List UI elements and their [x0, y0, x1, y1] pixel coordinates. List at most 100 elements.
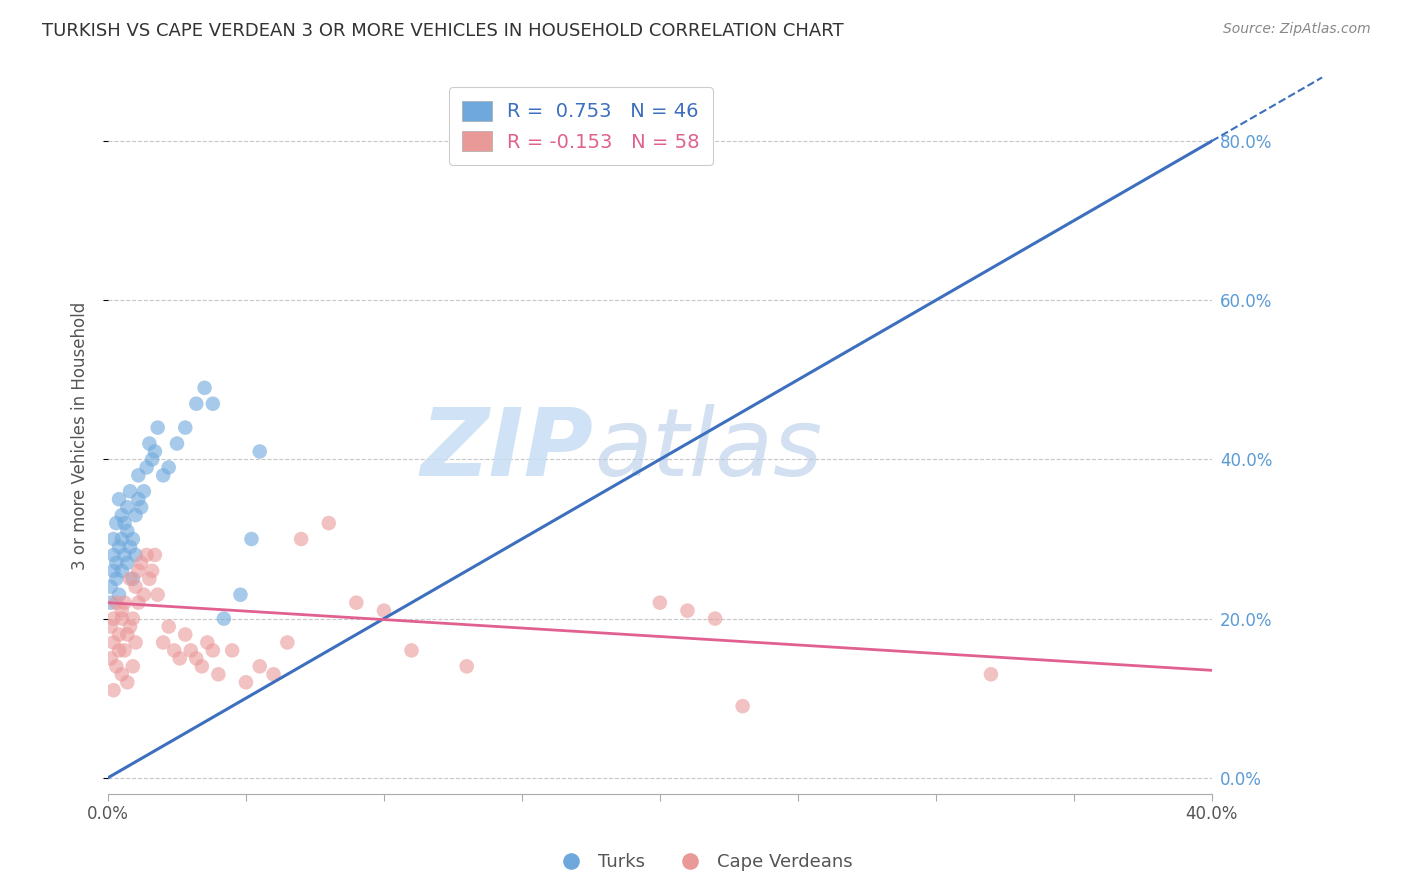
Point	[207, 667, 229, 681]
Point	[180, 643, 202, 657]
Point	[146, 588, 169, 602]
Point	[229, 588, 252, 602]
Point	[152, 468, 174, 483]
Point	[132, 484, 155, 499]
Point	[143, 548, 166, 562]
Point	[138, 572, 160, 586]
Point	[290, 532, 312, 546]
Point	[100, 619, 122, 633]
Point	[129, 556, 152, 570]
Point	[121, 659, 143, 673]
Point	[124, 635, 146, 649]
Point	[121, 532, 143, 546]
Point	[195, 635, 218, 649]
Point	[117, 556, 139, 570]
Point	[373, 604, 395, 618]
Point	[276, 635, 298, 649]
Point	[117, 627, 139, 641]
Point	[108, 492, 131, 507]
Point	[121, 572, 143, 586]
Point	[127, 492, 149, 507]
Point	[111, 611, 134, 625]
Point	[117, 524, 139, 538]
Point	[124, 508, 146, 523]
Point	[103, 548, 125, 562]
Text: Source: ZipAtlas.com: Source: ZipAtlas.com	[1223, 22, 1371, 37]
Point	[648, 596, 671, 610]
Point	[100, 651, 122, 665]
Point	[174, 627, 197, 641]
Point	[235, 675, 257, 690]
Point	[103, 635, 125, 649]
Point	[111, 604, 134, 618]
Point	[100, 596, 122, 610]
Point	[124, 580, 146, 594]
Point	[121, 611, 143, 625]
Point	[114, 548, 136, 562]
Point	[105, 516, 128, 530]
Point	[143, 444, 166, 458]
Point	[105, 659, 128, 673]
Point	[105, 596, 128, 610]
Point	[169, 651, 191, 665]
Y-axis label: 3 or more Vehicles in Household: 3 or more Vehicles in Household	[72, 301, 89, 570]
Point	[980, 667, 1002, 681]
Point	[111, 667, 134, 681]
Point	[135, 548, 157, 562]
Point	[114, 596, 136, 610]
Text: TURKISH VS CAPE VERDEAN 3 OR MORE VEHICLES IN HOUSEHOLD CORRELATION CHART: TURKISH VS CAPE VERDEAN 3 OR MORE VEHICL…	[42, 22, 844, 40]
Point	[249, 444, 271, 458]
Point	[103, 564, 125, 578]
Point	[103, 611, 125, 625]
Point	[263, 667, 285, 681]
Point	[100, 580, 122, 594]
Point	[318, 516, 340, 530]
Point	[141, 564, 163, 578]
Point	[704, 611, 727, 625]
Point	[120, 484, 142, 499]
Point	[240, 532, 263, 546]
Point	[191, 659, 214, 673]
Point	[108, 540, 131, 554]
Point	[103, 683, 125, 698]
Point	[105, 556, 128, 570]
Legend: Turks, Cape Verdeans: Turks, Cape Verdeans	[546, 847, 860, 879]
Point	[111, 532, 134, 546]
Point	[201, 397, 224, 411]
Point	[120, 540, 142, 554]
Legend: R =  0.753   N = 46, R = -0.153   N = 58: R = 0.753 N = 46, R = -0.153 N = 58	[449, 87, 713, 165]
Point	[127, 596, 149, 610]
Point	[221, 643, 243, 657]
Point	[129, 500, 152, 515]
Point	[212, 611, 235, 625]
Point	[166, 436, 188, 450]
Point	[108, 627, 131, 641]
Point	[731, 699, 754, 714]
Point	[117, 500, 139, 515]
Point	[132, 588, 155, 602]
Point	[117, 675, 139, 690]
Point	[193, 381, 215, 395]
Point	[114, 643, 136, 657]
Point	[249, 659, 271, 673]
Point	[456, 659, 478, 673]
Point	[401, 643, 423, 657]
Point	[108, 588, 131, 602]
Point	[124, 548, 146, 562]
Point	[114, 516, 136, 530]
Point	[157, 619, 180, 633]
Point	[201, 643, 224, 657]
Point	[163, 643, 186, 657]
Point	[146, 420, 169, 434]
Point	[111, 564, 134, 578]
Point	[127, 468, 149, 483]
Point	[152, 635, 174, 649]
Point	[120, 619, 142, 633]
Point	[186, 397, 208, 411]
Point	[174, 420, 197, 434]
Point	[105, 572, 128, 586]
Point	[127, 564, 149, 578]
Point	[344, 596, 367, 610]
Point	[186, 651, 208, 665]
Point	[157, 460, 180, 475]
